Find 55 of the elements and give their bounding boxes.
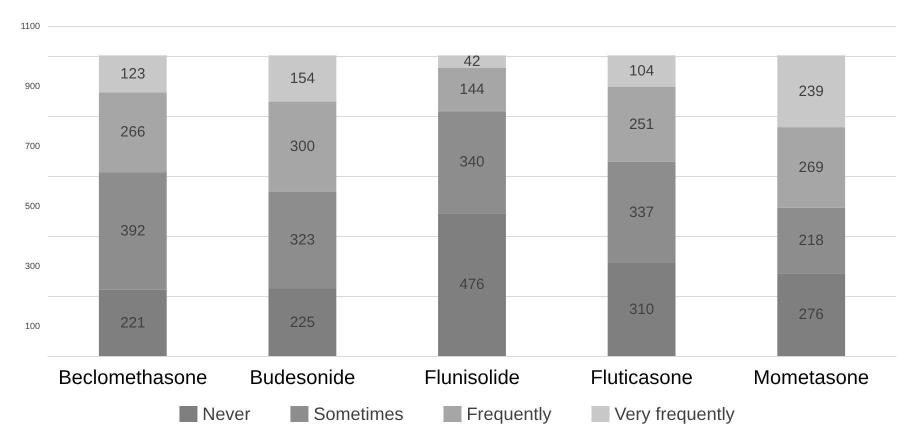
- data-label: 123: [120, 65, 146, 82]
- x-tick-label: Beclomethasone: [58, 367, 208, 389]
- legend-label: Very frequently: [614, 404, 735, 424]
- bar: [608, 162, 676, 263]
- bar: [268, 102, 336, 192]
- bar: [777, 208, 846, 274]
- data-label: 276: [798, 306, 824, 324]
- x-tick-label: Mometasone: [753, 367, 870, 389]
- bar: [98, 55, 167, 92]
- bar: [268, 192, 336, 288]
- y-tick-label: 700: [24, 141, 40, 151]
- data-label: 218: [798, 232, 824, 249]
- bar: [608, 55, 676, 87]
- bar: [98, 92, 167, 172]
- bar: [268, 288, 336, 356]
- legend-label: Never: [202, 404, 250, 424]
- bar: [98, 290, 167, 356]
- y-tick-label: 100: [24, 321, 40, 331]
- bar: [438, 68, 506, 112]
- bar: [777, 127, 846, 208]
- bar: [777, 273, 846, 356]
- data-label: 337: [629, 204, 654, 221]
- data-label: 392: [120, 222, 146, 240]
- data-label: 221: [120, 314, 146, 332]
- data-label: 104: [629, 62, 654, 80]
- bar: [98, 172, 167, 290]
- data-label: 310: [629, 301, 654, 318]
- data-label: 225: [290, 314, 315, 331]
- data-label: 476: [459, 276, 485, 294]
- data-label: 239: [798, 82, 824, 100]
- data-label: 144: [459, 81, 485, 98]
- data-label: 154: [290, 70, 315, 87]
- y-tick-label: 900: [24, 81, 40, 91]
- bar: [608, 263, 676, 356]
- bar: [438, 111, 506, 214]
- bar: [608, 86, 676, 162]
- data-label: 340: [459, 154, 485, 171]
- y-tick-label: 1100: [20, 21, 40, 31]
- bar: [438, 55, 506, 68]
- data-label: 323: [290, 232, 315, 249]
- bar: [438, 213, 506, 356]
- legend-label: Frequently: [466, 404, 552, 424]
- data-label: 251: [629, 116, 654, 133]
- data-label: 300: [290, 138, 315, 156]
- legend-label: Sometimes: [313, 404, 404, 424]
- x-tick-label: Flunisolide: [424, 367, 520, 389]
- data-label: 42: [464, 53, 480, 70]
- data-label: 269: [798, 158, 824, 176]
- bar: [777, 55, 846, 128]
- y-tick-label: 300: [24, 261, 40, 271]
- bar: [268, 55, 336, 102]
- x-tick-label: Budesonide: [250, 367, 356, 389]
- data-label: 266: [120, 124, 146, 141]
- x-tick-label: Fluticasone: [590, 367, 693, 389]
- y-tick-label: 500: [24, 201, 40, 211]
